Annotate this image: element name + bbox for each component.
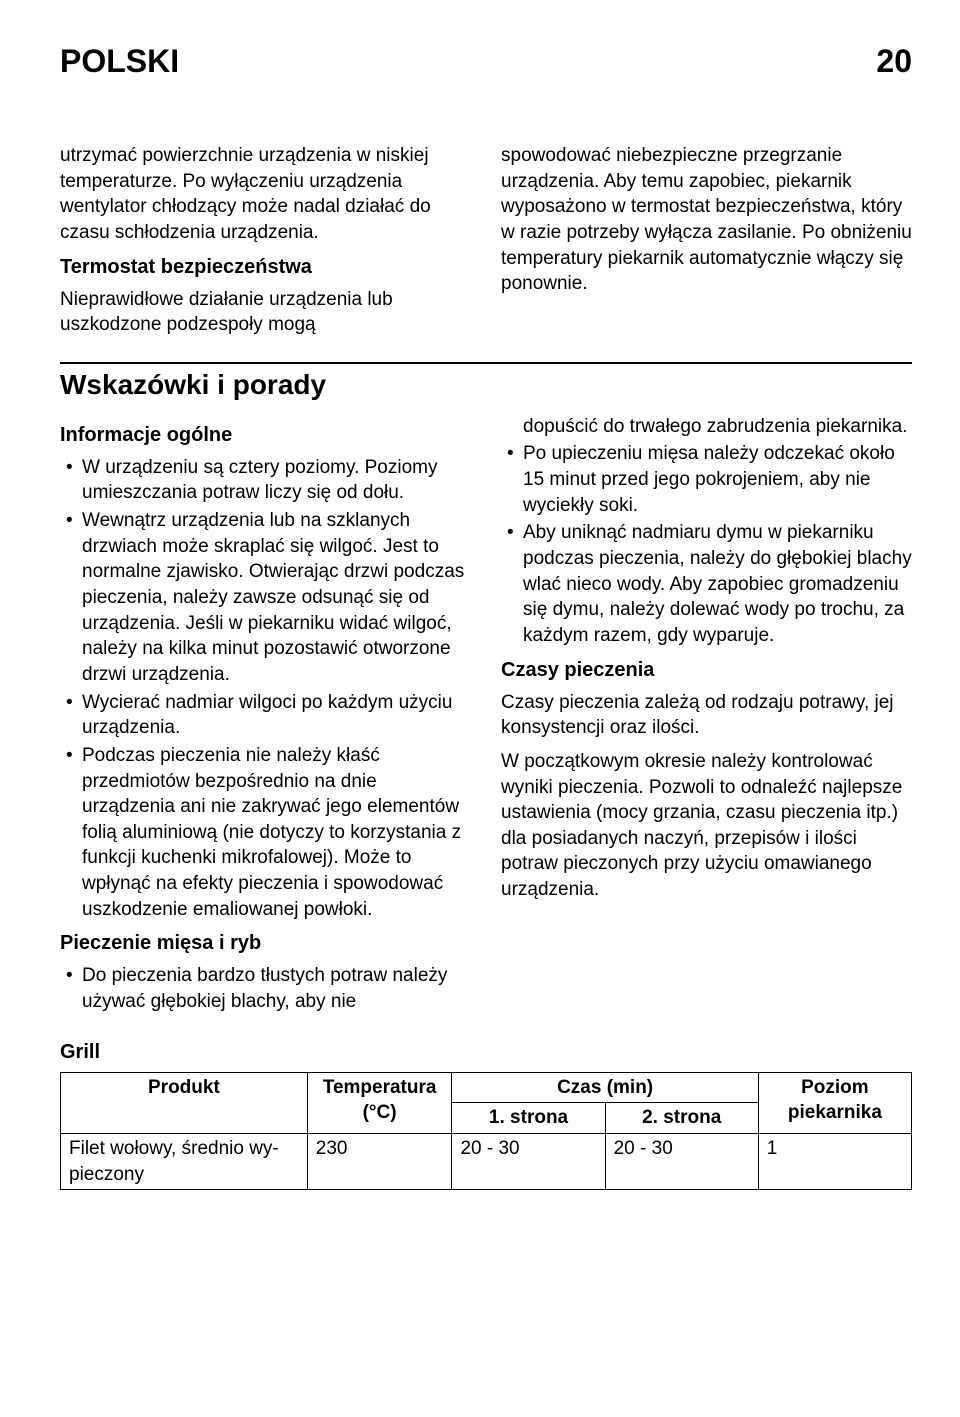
body-text: utrzymać powierzchnie urządzenia w niski…: [60, 143, 471, 246]
body-text: Czasy pieczenia zależą od rodzaju potraw…: [501, 690, 912, 741]
top-left-col: utrzymać powierzchnie urządzenia w niski…: [60, 143, 471, 344]
section-title-tips: Wskazówki i porady: [60, 366, 912, 404]
list-item: Wewnątrz urządzenia lub na szklanych drz…: [60, 508, 471, 687]
cell-level: 1: [758, 1133, 911, 1189]
grill-table: Produkt Temperatura (°C) Czas (min) Pozi…: [60, 1072, 912, 1191]
cell-product: Filet wołowy, średnio wy-pieczony: [61, 1133, 308, 1189]
col-time: Czas (min): [452, 1072, 758, 1103]
general-info-list: W urządzeniu są cztery poziomy. Poziomy …: [60, 455, 471, 923]
cell-side1: 20 - 30: [452, 1133, 605, 1189]
body-text: W początkowym okresie należy kontrolować…: [501, 749, 912, 903]
continued-list: dopuścić do trwałego zabrudzenia piekarn…: [501, 414, 912, 649]
list-item: Do pieczenia bardzo tłustych potraw nale…: [60, 963, 471, 1014]
list-item-text: dopuścić do trwałego zabrudzenia piekarn…: [523, 416, 907, 437]
page-header: POLSKI 20: [60, 40, 912, 83]
header-page-number: 20: [876, 40, 912, 83]
subheading-thermostat: Termostat bezpieczeństwa: [60, 254, 471, 281]
list-item: Po upieczeniu mięsa należy odczekać okoł…: [501, 441, 912, 518]
list-item: Podczas pieczenia nie należy kłaść przed…: [60, 743, 471, 922]
list-item: dopuścić do trwałego zabrudzenia piekarn…: [501, 414, 912, 440]
table-row: Filet wołowy, średnio wy-pieczony 230 20…: [61, 1133, 912, 1189]
col-temp: Temperatura (°C): [307, 1072, 452, 1133]
list-item: Aby uniknąć nadmiaru dymu w piekarniku p…: [501, 520, 912, 648]
list-item: W urządzeniu są cztery poziomy. Poziomy …: [60, 455, 471, 506]
col-product: Produkt: [61, 1072, 308, 1133]
body-text: Nieprawidłowe działanie urządzenia lub u…: [60, 287, 471, 338]
meat-fish-list: Do pieczenia bardzo tłustych potraw nale…: [60, 963, 471, 1014]
subheading-cooking-times: Czasy pieczenia: [501, 657, 912, 684]
tips-two-col: Informacje ogólne W urządzeniu są cztery…: [60, 414, 912, 1021]
subheading-meat-fish: Pieczenie mięsa i ryb: [60, 930, 471, 957]
col-side1: 1. strona: [452, 1103, 605, 1134]
table-header-row: Produkt Temperatura (°C) Czas (min) Pozi…: [61, 1072, 912, 1103]
subheading-general-info: Informacje ogólne: [60, 422, 471, 449]
cell-side2: 20 - 30: [605, 1133, 758, 1189]
header-language: POLSKI: [60, 40, 179, 83]
tips-left-col: Informacje ogólne W urządzeniu są cztery…: [60, 414, 471, 1021]
col-level: Poziom piekarnika: [758, 1072, 911, 1133]
top-right-col: spowodować niebezpieczne przegrzanie urz…: [501, 143, 912, 344]
cell-temp: 230: [307, 1133, 452, 1189]
tips-right-col: dopuścić do trwałego zabrudzenia piekarn…: [501, 414, 912, 1021]
top-two-col: utrzymać powierzchnie urządzenia w niski…: [60, 143, 912, 344]
list-item: Wycierać nadmiar wilgoci po każdym użyci…: [60, 690, 471, 741]
subheading-grill: Grill: [60, 1039, 912, 1066]
body-text: spowodować niebezpieczne przegrzanie urz…: [501, 143, 912, 297]
col-side2: 2. strona: [605, 1103, 758, 1134]
section-divider: Wskazówki i porady: [60, 362, 912, 404]
